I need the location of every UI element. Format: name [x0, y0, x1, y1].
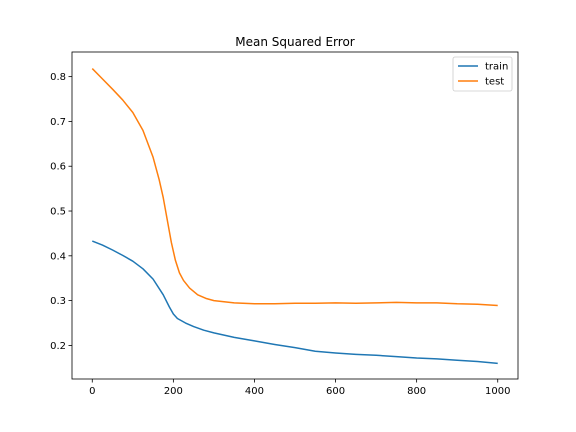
y-tick-label: 0.4	[50, 251, 66, 262]
legend-label-test: test	[485, 77, 504, 88]
x-tick-label: 200	[164, 386, 183, 397]
chart-title: Mean Squared Error	[235, 35, 355, 49]
legend: train test	[452, 56, 513, 92]
x-tick-label: 0	[89, 386, 95, 397]
y-tick-label: 0.8	[50, 72, 66, 83]
plot-background	[72, 52, 518, 379]
y-tick-label: 0.3	[50, 296, 66, 307]
y-tick-label: 0.7	[50, 117, 66, 128]
x-tick-label: 400	[245, 386, 264, 397]
y-tick-label: 0.5	[50, 207, 66, 218]
legend-label-train: train	[485, 62, 508, 73]
x-tick-label: 600	[326, 386, 345, 397]
series-line-train	[91, 240, 498, 365]
plot-area	[72, 52, 518, 379]
x-tick-label: 800	[407, 386, 426, 397]
series-layer	[91, 68, 498, 365]
y-tick-label: 0.2	[50, 341, 66, 352]
y-tick-label: 0.6	[50, 162, 66, 173]
series-line-test	[91, 68, 498, 307]
x-tick-label: 1000	[485, 386, 510, 397]
axes-frame	[71, 51, 519, 380]
axes-layer: 0 200 400 600 800 1000 0.2 0.3 0.4 0.5 0.6 0.7 0.8	[50, 51, 519, 397]
